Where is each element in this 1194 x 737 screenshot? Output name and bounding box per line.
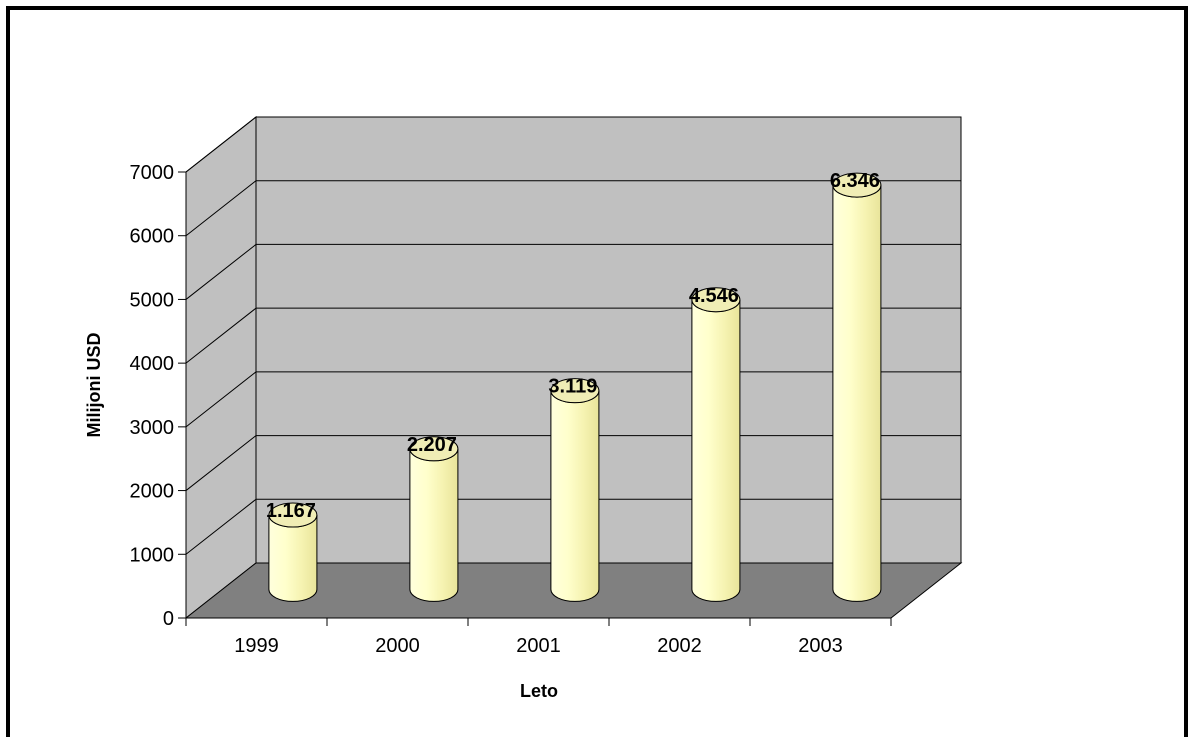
gridline bbox=[185, 116, 961, 173]
x-tick-label: 1999 bbox=[234, 635, 279, 657]
y-tick-label: 5000 bbox=[130, 289, 175, 311]
axes bbox=[178, 171, 892, 626]
bar-body bbox=[409, 448, 459, 602]
data-label: 1.167 bbox=[266, 500, 316, 522]
y-tick-label: 0 bbox=[163, 608, 174, 630]
data-label: 3.119 bbox=[548, 376, 597, 398]
bar-top bbox=[832, 172, 882, 198]
bar-body bbox=[550, 390, 600, 602]
x-tick-label: 2003 bbox=[798, 635, 843, 657]
gridline bbox=[185, 180, 961, 237]
x-tick-label: 2001 bbox=[516, 635, 561, 657]
bar-top bbox=[409, 436, 459, 462]
bar bbox=[409, 436, 459, 602]
data-labels: 1.167 2.207 3.119 4.546 6.346 bbox=[266, 170, 880, 522]
bar-body bbox=[691, 299, 741, 602]
x-tick-label: 2002 bbox=[657, 635, 702, 657]
y-tick-label: 1000 bbox=[130, 544, 175, 566]
bars bbox=[268, 172, 882, 602]
bar-top bbox=[691, 287, 741, 313]
bar-top bbox=[268, 502, 318, 528]
data-label: 4.546 bbox=[689, 285, 739, 307]
bar-body bbox=[832, 185, 882, 602]
y-tick-label: 6000 bbox=[130, 226, 175, 248]
tick-labels: 0 1000 2000 3000 4000 5000 6000 7000 1999 2000 200… bbox=[130, 162, 843, 657]
y-axis-title: Milijoni USD bbox=[84, 333, 104, 438]
x-tick-label: 2000 bbox=[375, 635, 420, 657]
bar bbox=[550, 378, 600, 602]
side-wall bbox=[185, 115, 257, 620]
data-label: 6.346 bbox=[830, 170, 880, 192]
y-tick-label: 3000 bbox=[130, 417, 175, 439]
y-tick-label: 4000 bbox=[130, 353, 175, 375]
bar-top bbox=[550, 378, 600, 404]
bar bbox=[691, 287, 741, 602]
bar bbox=[268, 502, 318, 602]
x-axis-title: Leto bbox=[520, 681, 558, 701]
data-label: 2.207 bbox=[407, 434, 457, 456]
gridline bbox=[185, 243, 961, 300]
bar bbox=[832, 172, 882, 602]
y-tick-label: 2000 bbox=[130, 481, 175, 503]
bar-body bbox=[268, 514, 318, 602]
y-tick-label: 7000 bbox=[130, 162, 175, 184]
